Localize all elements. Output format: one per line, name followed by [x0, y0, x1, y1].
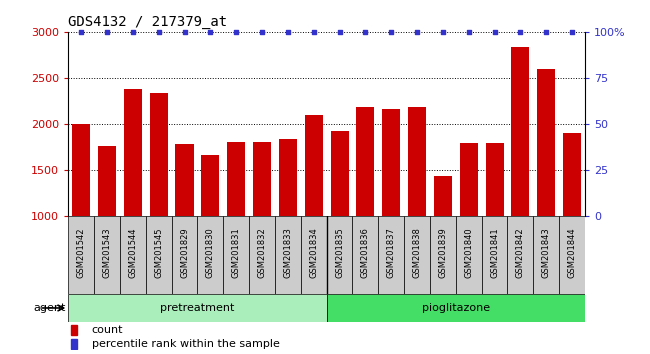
Bar	[305, 115, 323, 216]
Point	[463, 29, 474, 35]
Bar	[253, 142, 271, 216]
Bar	[275, 216, 301, 294]
Bar	[224, 216, 249, 294]
Text: GSM201545: GSM201545	[154, 228, 163, 278]
Bar	[482, 216, 508, 294]
Bar	[146, 216, 172, 294]
Point	[231, 29, 241, 35]
Point	[360, 29, 370, 35]
Bar	[71, 325, 77, 335]
Text: pretreatment: pretreatment	[161, 303, 235, 313]
Text: GSM201838: GSM201838	[413, 228, 422, 279]
Point	[567, 29, 577, 35]
Text: GSM201832: GSM201832	[257, 228, 266, 278]
Text: count: count	[92, 325, 123, 335]
Bar	[404, 216, 430, 294]
Text: GSM201841: GSM201841	[490, 228, 499, 278]
Text: GSM201831: GSM201831	[231, 228, 240, 278]
Text: GSM201544: GSM201544	[128, 228, 137, 278]
Bar	[71, 339, 77, 349]
Point	[334, 29, 345, 35]
Point	[283, 29, 293, 35]
Bar	[563, 133, 581, 216]
Bar	[68, 294, 326, 322]
Text: GSM201844: GSM201844	[567, 228, 577, 278]
Bar	[326, 216, 352, 294]
Point	[489, 29, 500, 35]
Bar	[534, 216, 559, 294]
Bar	[356, 107, 374, 216]
Point	[412, 29, 423, 35]
Bar	[559, 216, 585, 294]
Bar	[326, 294, 585, 322]
Bar	[249, 216, 275, 294]
Point	[541, 29, 551, 35]
Text: GSM201542: GSM201542	[77, 228, 86, 278]
Text: GSM201830: GSM201830	[206, 228, 215, 278]
Bar	[486, 143, 504, 216]
Bar	[430, 216, 456, 294]
Bar	[352, 216, 378, 294]
Point	[386, 29, 396, 35]
Bar	[408, 107, 426, 216]
Bar	[202, 155, 220, 216]
Bar	[98, 146, 116, 216]
Bar	[124, 89, 142, 216]
Bar	[68, 216, 94, 294]
Text: GSM201836: GSM201836	[361, 228, 370, 279]
Point	[153, 29, 164, 35]
Text: GSM201543: GSM201543	[103, 228, 112, 278]
Bar	[150, 93, 168, 216]
Point	[205, 29, 216, 35]
Bar	[72, 124, 90, 216]
Point	[515, 29, 526, 35]
Bar	[382, 109, 400, 216]
Bar	[176, 144, 194, 216]
Text: GSM201839: GSM201839	[438, 228, 447, 278]
Text: GSM201829: GSM201829	[180, 228, 189, 278]
Text: GDS4132 / 217379_at: GDS4132 / 217379_at	[68, 16, 228, 29]
Point	[102, 29, 112, 35]
Text: pioglitazone: pioglitazone	[422, 303, 490, 313]
Point	[179, 29, 190, 35]
Bar	[227, 142, 245, 216]
Bar	[120, 216, 146, 294]
Bar	[512, 47, 530, 216]
Bar	[378, 216, 404, 294]
Text: GSM201843: GSM201843	[541, 228, 551, 278]
Bar	[460, 143, 478, 216]
Bar	[198, 216, 224, 294]
Point	[127, 29, 138, 35]
Point	[257, 29, 267, 35]
Bar	[537, 69, 555, 216]
Point	[437, 29, 448, 35]
Text: agent: agent	[33, 303, 66, 313]
Bar	[172, 216, 198, 294]
Text: GSM201835: GSM201835	[335, 228, 344, 278]
Text: GSM201840: GSM201840	[464, 228, 473, 278]
Bar	[456, 216, 482, 294]
Text: GSM201834: GSM201834	[309, 228, 318, 278]
Bar	[508, 216, 534, 294]
Bar	[279, 139, 297, 216]
Text: GSM201837: GSM201837	[387, 228, 396, 279]
Bar	[434, 176, 452, 216]
Bar	[301, 216, 326, 294]
Text: percentile rank within the sample: percentile rank within the sample	[92, 339, 280, 349]
Point	[76, 29, 86, 35]
Text: GSM201842: GSM201842	[516, 228, 525, 278]
Bar	[94, 216, 120, 294]
Point	[309, 29, 319, 35]
Text: GSM201833: GSM201833	[283, 228, 292, 279]
Bar	[330, 131, 348, 216]
